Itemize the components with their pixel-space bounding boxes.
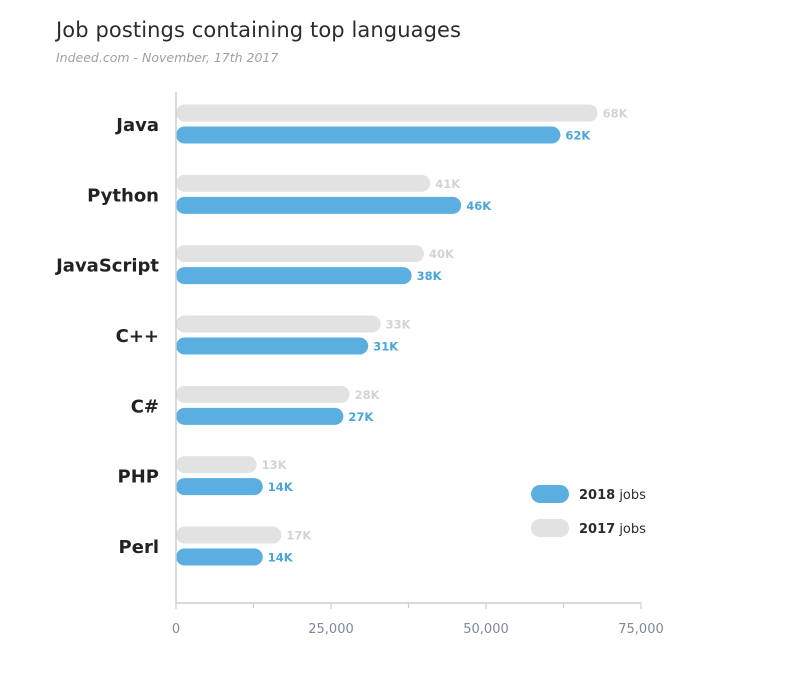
category-label-php: PHP (118, 467, 159, 488)
value-label-javascript-2018: 38K (417, 269, 443, 283)
value-label-csharp-2017: 28K (355, 388, 381, 402)
value-label-python-2017: 41K (435, 177, 461, 191)
bar-csharp-2017 (176, 385, 350, 403)
legend-swatch-2018 (531, 485, 569, 503)
category-label-perl: Perl (119, 537, 159, 558)
value-label-php-2017: 13K (262, 458, 288, 472)
value-label-javascript-2017: 40K (429, 247, 455, 261)
bar-csharp-2018 (176, 407, 344, 425)
value-label-perl-2017: 17K (286, 528, 312, 542)
value-label-cplusplus-2018: 31K (373, 339, 399, 353)
bar-python-2018 (176, 196, 462, 214)
x-tick-label: 75,000 (618, 622, 664, 637)
bar-php-2018 (176, 478, 263, 496)
x-axis: 0 25,000 50,000 75,000 (172, 92, 664, 637)
category-label-python: Python (87, 185, 159, 206)
legend-label-2017: 2017 jobs (579, 522, 646, 537)
bar-cplusplus-2017 (176, 315, 381, 333)
chart-subtitle: Indeed.com - November, 17th 2017 (56, 50, 279, 65)
value-label-java-2017: 68K (603, 107, 629, 121)
bar-perl-2018 (176, 548, 263, 566)
bars-layer: Java 68K 62K Python 41K 46K JavaScript 40K 38K C+… (54, 104, 629, 566)
legend-label-2018: 2018 jobs (579, 488, 646, 503)
x-tick-label: 0 (172, 622, 180, 637)
bar-cplusplus-2018 (176, 337, 369, 355)
value-label-java-2018: 62K (565, 129, 591, 143)
category-label-cplusplus: C++ (116, 326, 159, 347)
legend: 2018 jobs 2017 jobs (531, 485, 646, 537)
bar-java-2018 (176, 126, 561, 144)
bar-php-2017 (176, 456, 257, 474)
category-label-javascript: JavaScript (54, 256, 159, 277)
value-label-perl-2018: 14K (268, 550, 294, 564)
value-label-csharp-2018: 27K (348, 410, 374, 424)
chart-title: Job postings containing top languages (56, 18, 462, 42)
bar-javascript-2017 (176, 245, 424, 263)
bar-javascript-2018 (176, 267, 412, 285)
bar-python-2017 (176, 174, 431, 192)
bar-java-2017 (176, 104, 598, 122)
category-label-csharp: C# (131, 396, 159, 417)
x-tick-label: 25,000 (308, 622, 354, 637)
value-label-python-2018: 46K (466, 199, 492, 213)
bar-perl-2017 (176, 526, 282, 544)
value-label-php-2018: 14K (268, 480, 294, 494)
x-tick-label: 50,000 (463, 622, 509, 637)
category-label-java: Java (114, 115, 159, 136)
value-label-cplusplus-2017: 33K (386, 317, 412, 331)
legend-swatch-2017 (531, 519, 569, 537)
